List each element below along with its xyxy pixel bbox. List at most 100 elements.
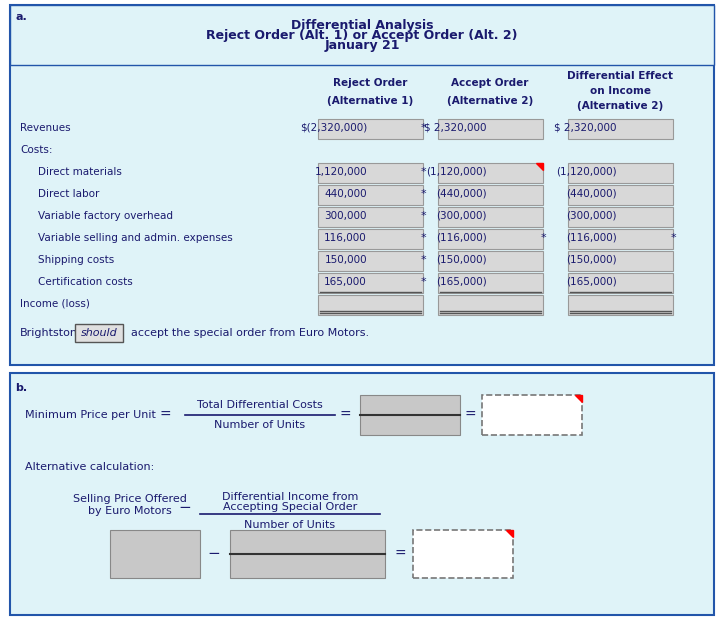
- Text: (440,000): (440,000): [437, 189, 487, 199]
- Bar: [437, 295, 542, 315]
- Text: Reject Order (Alt. 1) or Accept Order (Alt. 2): Reject Order (Alt. 1) or Accept Order (A…: [206, 29, 518, 42]
- Text: (300,000): (300,000): [437, 211, 487, 221]
- Bar: [75, 324, 123, 342]
- Text: $(2,320,000): $(2,320,000): [300, 123, 367, 133]
- Bar: [437, 163, 542, 183]
- Text: *: *: [541, 233, 546, 243]
- Bar: [568, 295, 673, 315]
- Text: (165,000): (165,000): [566, 277, 617, 287]
- Bar: [360, 395, 460, 435]
- Bar: [318, 295, 423, 315]
- Polygon shape: [506, 530, 513, 537]
- Text: =: =: [464, 408, 476, 422]
- Text: 150,000: 150,000: [324, 255, 367, 265]
- Bar: [318, 273, 423, 293]
- Text: Number of Units: Number of Units: [214, 420, 306, 430]
- Bar: [318, 119, 423, 139]
- Text: 440,000: 440,000: [324, 189, 367, 199]
- Text: (116,000): (116,000): [566, 233, 617, 243]
- Text: b.: b.: [15, 383, 27, 393]
- Text: Direct materials: Direct materials: [38, 167, 122, 177]
- Text: Differential Analysis: Differential Analysis: [291, 19, 433, 32]
- Text: Variable selling and admin. expenses: Variable selling and admin. expenses: [38, 233, 232, 243]
- Bar: [568, 119, 673, 139]
- Text: Revenues: Revenues: [20, 123, 71, 133]
- Text: (1,120,000): (1,120,000): [426, 167, 487, 177]
- Text: on Income: on Income: [589, 86, 650, 96]
- Text: Costs:: Costs:: [20, 145, 53, 155]
- Text: Differential Income from: Differential Income from: [222, 492, 358, 502]
- Text: January 21: January 21: [324, 38, 400, 51]
- Text: *: *: [421, 233, 426, 243]
- Text: *: *: [421, 255, 426, 265]
- Text: *: *: [421, 211, 426, 221]
- Text: Minimum Price per Unit: Minimum Price per Unit: [25, 410, 156, 420]
- Text: (150,000): (150,000): [566, 255, 617, 265]
- Text: $ 2,320,000: $ 2,320,000: [555, 123, 617, 133]
- Text: *: *: [421, 189, 426, 199]
- Text: (Alternative 2): (Alternative 2): [577, 100, 663, 110]
- Text: by Euro Motors: by Euro Motors: [88, 506, 172, 516]
- Text: *: *: [421, 123, 426, 133]
- Bar: [482, 395, 582, 435]
- Polygon shape: [536, 163, 542, 170]
- Text: (1,120,000): (1,120,000): [556, 167, 617, 177]
- Bar: [10, 5, 714, 65]
- Text: Number of Units: Number of Units: [245, 520, 335, 530]
- Text: Variable factory overhead: Variable factory overhead: [38, 211, 173, 221]
- Bar: [437, 273, 542, 293]
- Text: (165,000): (165,000): [437, 277, 487, 287]
- Text: *: *: [421, 167, 426, 177]
- Bar: [437, 119, 542, 139]
- Text: *: *: [670, 233, 676, 243]
- Text: Accept Order: Accept Order: [451, 78, 529, 88]
- Text: should: should: [80, 328, 117, 338]
- Text: Total Differential Costs: Total Differential Costs: [197, 400, 323, 410]
- Bar: [568, 185, 673, 205]
- Bar: [437, 229, 542, 249]
- Text: −: −: [208, 546, 220, 562]
- Text: Alternative calculation:: Alternative calculation:: [25, 462, 154, 472]
- Bar: [318, 207, 423, 227]
- Text: (440,000): (440,000): [566, 189, 617, 199]
- Text: Reject Order: Reject Order: [333, 78, 407, 88]
- Text: 116,000: 116,000: [324, 233, 367, 243]
- Text: accept the special order from Euro Motors.: accept the special order from Euro Motor…: [131, 328, 369, 338]
- Text: =: =: [394, 547, 406, 561]
- Bar: [318, 163, 423, 183]
- Text: =: =: [339, 408, 351, 422]
- Bar: [413, 530, 513, 578]
- Text: Direct labor: Direct labor: [38, 189, 99, 199]
- Bar: [10, 373, 714, 615]
- Text: a.: a.: [15, 12, 27, 22]
- Text: Accepting Special Order: Accepting Special Order: [223, 502, 357, 512]
- Text: (150,000): (150,000): [437, 255, 487, 265]
- Text: 1,120,000: 1,120,000: [314, 167, 367, 177]
- Bar: [568, 163, 673, 183]
- Bar: [568, 273, 673, 293]
- Bar: [568, 207, 673, 227]
- Text: 165,000: 165,000: [324, 277, 367, 287]
- Bar: [437, 251, 542, 271]
- Bar: [318, 229, 423, 249]
- Text: Selling Price Offered: Selling Price Offered: [73, 494, 187, 504]
- Bar: [10, 5, 714, 365]
- Text: Certification costs: Certification costs: [38, 277, 132, 287]
- Text: (116,000): (116,000): [437, 233, 487, 243]
- Bar: [110, 530, 200, 578]
- Text: $ 2,320,000: $ 2,320,000: [424, 123, 487, 133]
- Text: (Alternative 1): (Alternative 1): [327, 96, 413, 107]
- Text: Income (loss): Income (loss): [20, 299, 90, 309]
- Bar: [230, 530, 385, 578]
- Bar: [437, 207, 542, 227]
- Bar: [318, 185, 423, 205]
- Text: Differential Effect: Differential Effect: [567, 71, 673, 81]
- Bar: [568, 229, 673, 249]
- Text: 300,000: 300,000: [324, 211, 367, 221]
- Text: (300,000): (300,000): [566, 211, 617, 221]
- Text: =: =: [159, 408, 171, 422]
- Text: *: *: [421, 277, 426, 287]
- Bar: [318, 251, 423, 271]
- Polygon shape: [575, 395, 582, 402]
- Text: Brightstone: Brightstone: [20, 328, 85, 338]
